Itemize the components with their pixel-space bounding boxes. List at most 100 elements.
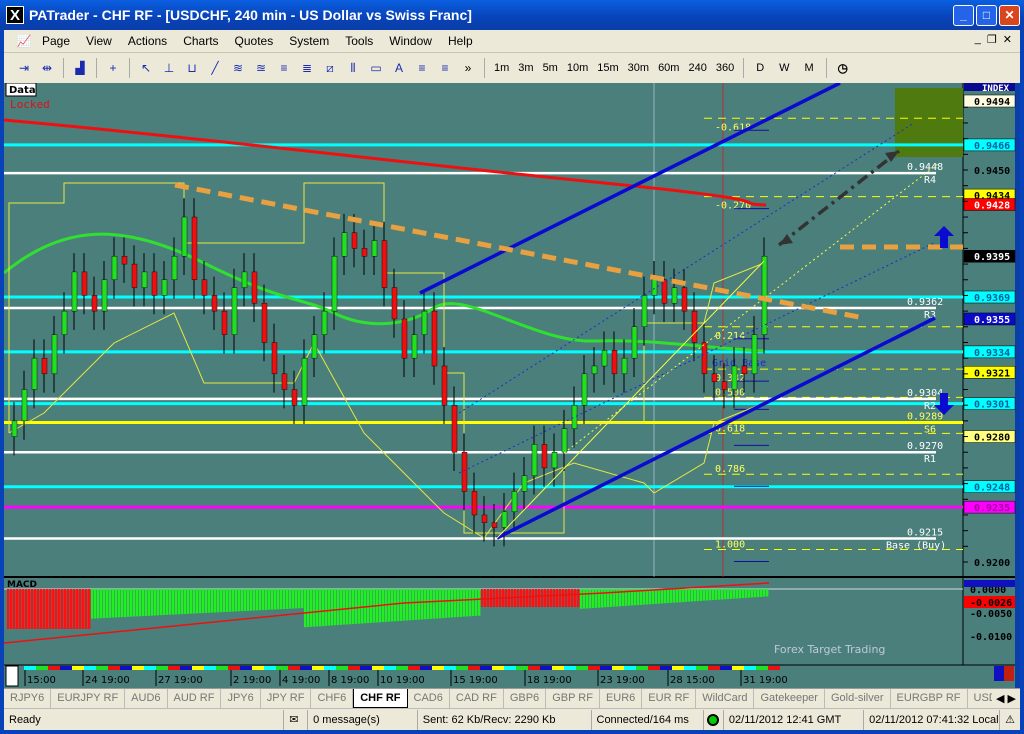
tab-eurjpy-rf[interactable]: EURJPY RF	[51, 689, 126, 708]
horizontal-line-icon[interactable]: ⊥	[163, 61, 175, 75]
menu-actions[interactable]: Actions	[127, 34, 168, 48]
price-chart[interactable]: -0.618 -0.270 0.214 0.382 0.500 0.618 0.786 1.0…	[4, 83, 1020, 688]
menu-view[interactable]: View	[86, 34, 112, 48]
period-W-button[interactable]: W	[779, 62, 790, 74]
tab-eur-rf[interactable]: EUR RF	[642, 689, 697, 708]
macd-bar	[565, 589, 568, 607]
tab-gbp-rf[interactable]: GBP RF	[546, 689, 600, 708]
tab-chf6[interactable]: CHF6	[311, 689, 354, 708]
timeframe-5m-button[interactable]: 5m	[542, 62, 558, 74]
period-M-button[interactable]: M	[804, 62, 814, 74]
tab-gbp6[interactable]: GBP6	[504, 689, 547, 708]
menu-page[interactable]: Page	[42, 34, 71, 48]
session-color-strip	[696, 666, 708, 670]
window-frame-bottom	[0, 730, 1024, 734]
indicator-chart-icon[interactable]: ▟	[75, 61, 85, 75]
minimize-button[interactable]: _	[953, 5, 974, 26]
close-button[interactable]: ✕	[999, 5, 1020, 26]
menu-quotes[interactable]: Quotes	[234, 34, 274, 48]
mdi-restore-button[interactable]: ❐	[986, 34, 997, 46]
fibonacci-icon[interactable]: ≡	[280, 61, 288, 75]
zoom-out-icon[interactable]: ⇥	[18, 61, 30, 75]
hsl-icon[interactable]: ≡	[441, 61, 449, 75]
macd-bar	[544, 589, 547, 607]
tab-eur6[interactable]: EUR6	[600, 689, 643, 708]
macd-bar	[592, 589, 595, 609]
tab-aud-rf[interactable]: AUD RF	[168, 689, 222, 708]
rectangle-icon[interactable]: ▭	[370, 61, 382, 75]
tab-rjpy6[interactable]: RJPY6	[4, 689, 52, 708]
trend-line-icon[interactable]: ╱	[211, 61, 219, 75]
chart-area[interactable]: -0.618 -0.270 0.214 0.382 0.500 0.618 0.786 1.0…	[4, 83, 1020, 688]
menu-charts[interactable]: Charts	[183, 34, 219, 48]
tab-gold-silver[interactable]: Gold-silver	[825, 689, 891, 708]
fib-fan-icon[interactable]: ⧄	[326, 60, 334, 75]
macd-bar	[673, 589, 676, 603]
menu-system[interactable]: System	[289, 34, 330, 48]
period-D-button[interactable]: D	[756, 62, 765, 74]
pointer-icon[interactable]: ↖	[140, 61, 152, 75]
tab-chf-rf[interactable]: CHF RF	[353, 689, 408, 708]
clock-icon[interactable]: ◷	[837, 61, 848, 75]
app-icon[interactable]: X	[6, 6, 24, 24]
tab-scroll-arrows[interactable]: ◀ ▶	[992, 689, 1020, 708]
tab-wildcard[interactable]: WildCard	[696, 689, 755, 708]
tab-cad6[interactable]: CAD6	[408, 689, 450, 708]
zoom-in-icon[interactable]: ⇹	[41, 61, 53, 75]
regression-channel-icon[interactable]: ≊	[255, 61, 267, 75]
macd-bar	[34, 589, 37, 629]
macd-bar	[712, 589, 715, 601]
macd-bar	[271, 589, 274, 610]
candle	[121, 256, 128, 265]
macd-bar	[238, 589, 241, 612]
menu-window[interactable]: Window	[389, 34, 432, 48]
tab-jpy-rf[interactable]: JPY RF	[261, 689, 312, 708]
more-tools-button[interactable]: »	[464, 61, 472, 75]
macd-bar	[121, 589, 124, 618]
session-color-strip	[264, 666, 276, 670]
chart-menu-icon[interactable]: 📈	[16, 34, 32, 48]
mdi-minimize-button[interactable]: _	[974, 33, 981, 45]
warning-icon[interactable]: ⚠	[1005, 713, 1016, 726]
candle	[631, 326, 638, 359]
session-color-strip	[372, 666, 384, 670]
macd-bar	[580, 589, 583, 609]
macd-bar	[583, 589, 586, 609]
vertical-line-icon[interactable]: ⊔	[187, 61, 197, 75]
timeframe-60m-button[interactable]: 60m	[658, 62, 680, 74]
timeframe-360-button[interactable]: 360	[715, 62, 735, 74]
session-color-strip	[156, 666, 168, 670]
text-icon[interactable]: A	[394, 61, 403, 75]
macd-bar	[700, 589, 703, 601]
timeframe-30m-button[interactable]: 30m	[627, 62, 650, 74]
candle	[411, 334, 418, 359]
toolbar-separator	[484, 58, 485, 78]
maximize-button[interactable]: □	[976, 5, 997, 26]
pat-icon[interactable]: ≡	[418, 61, 426, 75]
timeframe-240-button[interactable]: 240	[688, 62, 707, 74]
fib-red-icon[interactable]: ≣	[301, 61, 313, 75]
timeframe-3m-button[interactable]: 3m	[518, 62, 534, 74]
menu-tools[interactable]: Tools	[345, 34, 374, 48]
menu-help[interactable]: Help	[447, 34, 473, 48]
mdi-close-button[interactable]: ✕	[1002, 34, 1012, 46]
channel-icon[interactable]: ≋	[232, 61, 244, 75]
macd-bar	[274, 589, 277, 610]
tab-jpy6[interactable]: JPY6	[221, 689, 261, 708]
timeframe-1m-button[interactable]: 1m	[494, 62, 510, 74]
candle	[201, 279, 208, 296]
tab-aud6[interactable]: AUD6	[125, 689, 168, 708]
tab-cad-rf[interactable]: CAD RF	[450, 689, 504, 708]
macd-bar	[28, 589, 31, 629]
mail-icon[interactable]: ✉	[284, 709, 309, 730]
timeframe-15m-button[interactable]: 15m	[597, 62, 619, 74]
cycle-lines-icon[interactable]: ⫴	[350, 60, 356, 75]
fib-trend-line	[496, 260, 765, 539]
timeframe-10m-button[interactable]: 10m	[566, 62, 589, 74]
macd-bar	[346, 589, 349, 625]
tab-eurgbp-rf[interactable]: EURGBP RF	[891, 689, 968, 708]
candle	[571, 405, 578, 429]
crosshair-icon[interactable]: +	[109, 61, 117, 75]
sell-arrow-icon	[934, 393, 954, 415]
tab-gatekeeper[interactable]: Gatekeeper	[754, 689, 825, 708]
